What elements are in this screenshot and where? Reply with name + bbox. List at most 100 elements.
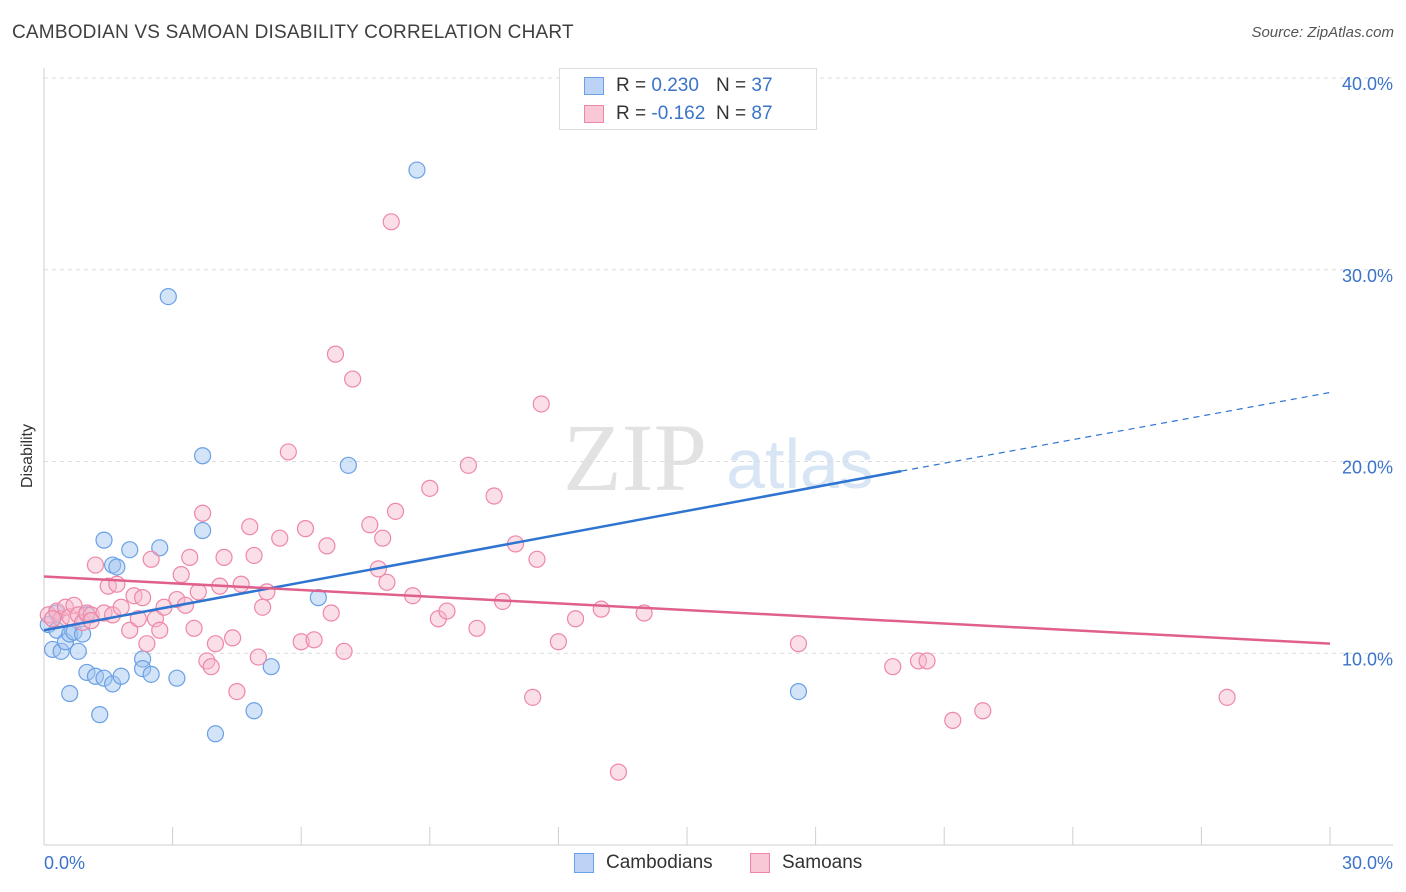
chart-title: CAMBODIAN VS SAMOAN DISABILITY CORRELATI… xyxy=(12,22,574,43)
samoan-point xyxy=(974,702,992,720)
cambodian-point xyxy=(159,287,177,306)
cambodian-point xyxy=(95,669,113,687)
samoan-point xyxy=(322,604,340,622)
cambodian-point xyxy=(151,539,169,557)
samoan-point xyxy=(142,550,160,568)
samoan-point xyxy=(326,345,345,363)
legend-label-samoans: Samoans xyxy=(782,852,863,873)
legend-row-samoans: R = -0.162 N = 87 xyxy=(584,103,773,125)
samoan-point xyxy=(438,602,456,620)
legend-r-value: 0.230 xyxy=(651,75,699,96)
trend-lines xyxy=(43,391,1331,645)
samoan-point xyxy=(468,619,486,637)
legend-n-label: N = xyxy=(716,75,747,96)
x-tick-label: 30.0% xyxy=(1342,853,1393,873)
samoan-point xyxy=(335,642,353,660)
legend-n-value: 37 xyxy=(751,75,773,96)
samoan-point xyxy=(181,548,199,566)
legend-item-samoans: Samoans xyxy=(750,852,862,874)
samoan-point xyxy=(228,682,246,701)
cambodian-point xyxy=(95,531,113,549)
cambodian-point xyxy=(789,682,808,701)
samoan-point xyxy=(609,763,628,781)
legend-item-cambodians: Cambodians xyxy=(574,852,713,874)
y-tick-label: 20.0% xyxy=(1342,458,1393,478)
samoan-point xyxy=(172,566,190,584)
samoan-point xyxy=(189,583,207,601)
correlation-legend: R = 0.230 N = 37 R = -0.162 N = 87 xyxy=(559,68,817,130)
cambodian-point xyxy=(133,659,152,678)
cambodian-trend-extension xyxy=(901,391,1331,472)
samoan-point xyxy=(459,456,477,474)
samoan-point xyxy=(566,610,585,628)
samoan-point xyxy=(884,658,902,676)
samoan-point xyxy=(382,213,400,231)
samoan-point xyxy=(245,546,263,565)
cambodian-point xyxy=(69,642,87,660)
samoan-point xyxy=(361,516,379,534)
samoan-point xyxy=(386,502,405,520)
cambodian-point xyxy=(339,456,357,474)
samoan-point xyxy=(918,652,936,670)
cambodian-point xyxy=(52,642,70,660)
legend-swatch-cambodians xyxy=(584,77,604,95)
y-tick-label: 40.0% xyxy=(1342,74,1393,94)
y-tick-label: 30.0% xyxy=(1342,266,1393,286)
samoan-point xyxy=(271,529,289,547)
cambodian-point xyxy=(262,658,280,676)
legend-r-label: R = xyxy=(616,75,647,96)
cambodian-point xyxy=(61,684,79,703)
cambodian-point xyxy=(245,702,263,720)
legend-n-label: N = xyxy=(716,103,747,124)
legend-swatch-samoans xyxy=(584,105,604,123)
samoan-point xyxy=(374,529,392,547)
x-tick-label: 0.0% xyxy=(44,853,85,873)
samoan-point xyxy=(206,635,225,653)
samoan-point xyxy=(378,573,396,591)
samoan-point xyxy=(524,688,542,706)
samoan-point xyxy=(279,443,297,461)
watermark-atlas: atlas xyxy=(726,425,874,503)
samoan-point xyxy=(485,487,503,505)
cambodian-point xyxy=(121,541,139,559)
source-label: Source: ZipAtlas.com xyxy=(1251,24,1394,41)
cambodian-point xyxy=(408,161,426,179)
legend-n-value: 87 xyxy=(751,103,773,124)
samoan-point xyxy=(318,537,336,555)
samoan-point xyxy=(258,583,276,601)
axes xyxy=(43,68,1393,846)
cambodian-point xyxy=(194,447,212,465)
cambodian-point xyxy=(168,669,186,687)
samoan-point xyxy=(86,556,105,574)
gridlines xyxy=(44,77,1393,654)
legend-r-label: R = xyxy=(616,103,647,124)
tick-labels: 10.0% 20.0% 30.0% 40.0% 0.0% 30.0% xyxy=(44,74,1393,873)
y-tick-label: 10.0% xyxy=(1342,649,1393,669)
samoan-point xyxy=(421,479,439,497)
samoan-point xyxy=(249,648,267,666)
samoan-trend-line xyxy=(43,575,1331,645)
samoan-point xyxy=(185,619,203,637)
samoan-point xyxy=(254,598,272,616)
cambodian-trend-line xyxy=(43,469,902,632)
samoan-point xyxy=(138,635,156,653)
samoan-point xyxy=(202,658,220,676)
cambodian-point xyxy=(112,667,130,685)
samoan-point xyxy=(944,711,962,729)
cambodian-point xyxy=(206,725,225,743)
samoan-point xyxy=(194,504,212,522)
cambodian-point xyxy=(78,663,96,682)
watermark: ZIP atlas xyxy=(563,404,874,511)
watermark-zip: ZIP xyxy=(563,404,707,511)
samoan-point xyxy=(296,520,315,538)
samoan-point xyxy=(108,575,126,593)
samoan-point xyxy=(232,575,250,593)
legend-r-value: -0.162 xyxy=(651,103,706,124)
series-legend: Cambodians Samoans xyxy=(0,852,1406,878)
cambodian-point xyxy=(142,665,160,683)
samoan-point xyxy=(292,633,310,651)
legend-swatch-samoans xyxy=(750,853,770,873)
legend-label-cambodians: Cambodians xyxy=(606,852,713,873)
samoan-point xyxy=(241,518,259,536)
